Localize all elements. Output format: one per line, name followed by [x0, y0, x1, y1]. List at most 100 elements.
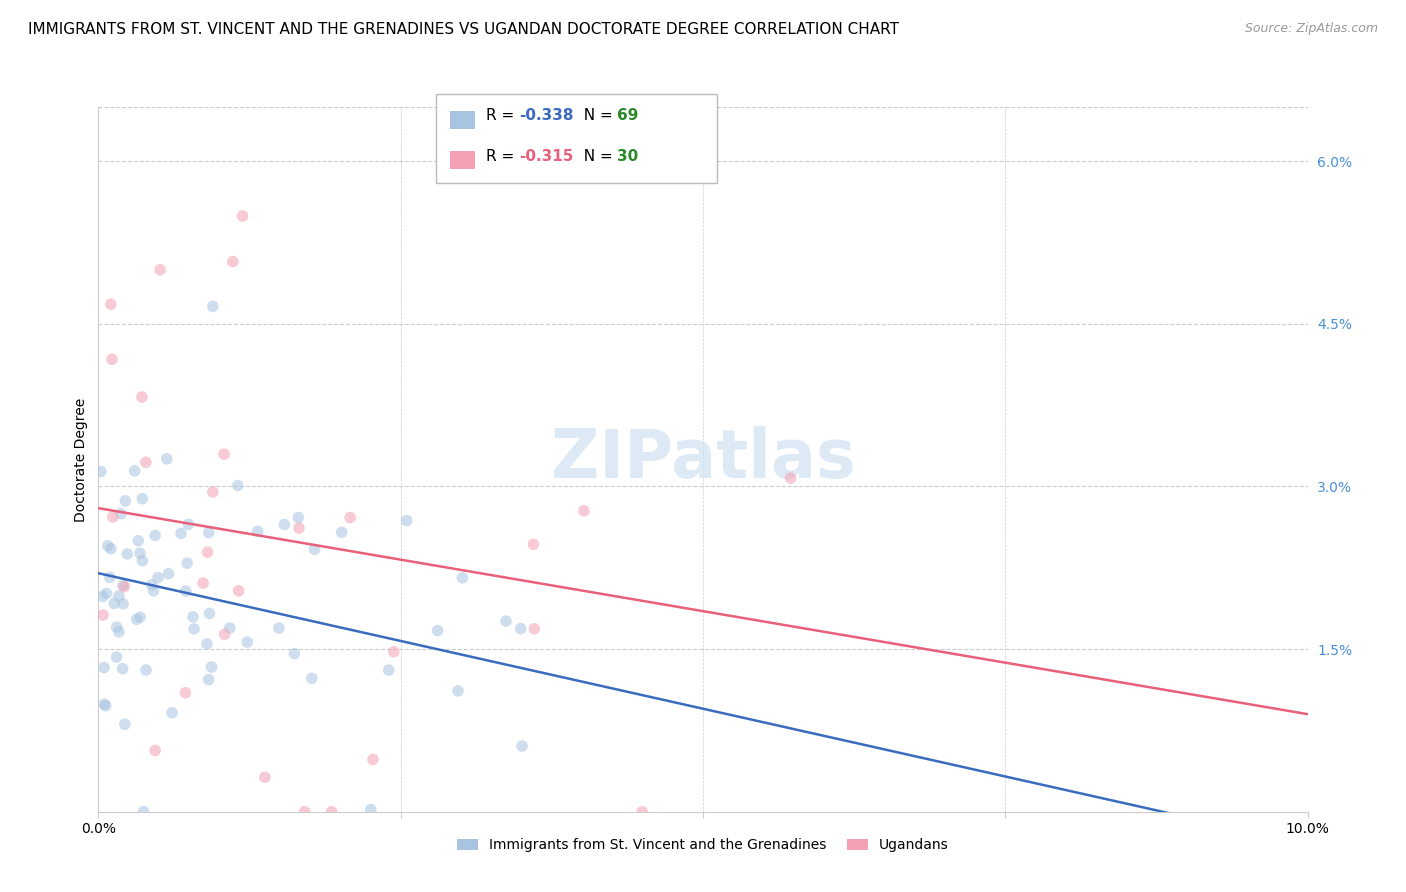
Point: [176, 556, 198, 570]
Text: R =: R =: [486, 149, 520, 163]
Point: [146, 571, 169, 585]
Text: -0.315: -0.315: [519, 149, 574, 163]
Point: [156, 451, 179, 466]
Text: 30: 30: [617, 149, 638, 163]
Point: [157, 566, 180, 581]
Point: [360, 803, 382, 817]
Point: [135, 663, 157, 677]
Point: [214, 627, 236, 641]
Point: [100, 541, 122, 556]
Point: [198, 525, 221, 540]
Point: [131, 390, 153, 404]
Point: [212, 447, 235, 461]
Point: [170, 526, 193, 541]
Point: [114, 717, 136, 731]
Point: [149, 262, 172, 277]
Point: [195, 637, 218, 651]
Point: [143, 743, 166, 757]
Point: [232, 209, 254, 223]
Point: [267, 621, 290, 635]
Point: [101, 510, 124, 524]
Point: [114, 494, 136, 508]
Point: [181, 610, 204, 624]
Point: [253, 770, 276, 784]
Point: [301, 671, 323, 685]
Point: [94, 698, 117, 713]
Point: [283, 647, 305, 661]
Point: [101, 352, 124, 367]
Point: [377, 663, 399, 677]
Text: ZIPatlas: ZIPatlas: [551, 426, 855, 492]
Point: [426, 624, 449, 638]
Point: [294, 805, 316, 819]
Point: [198, 607, 221, 621]
Point: [93, 660, 115, 674]
Point: [90, 465, 112, 479]
Point: [142, 583, 165, 598]
Point: [288, 521, 311, 535]
Point: [228, 583, 250, 598]
Point: [395, 514, 418, 528]
Point: [361, 752, 384, 766]
Point: [495, 614, 517, 628]
Point: [96, 586, 118, 600]
Point: [222, 254, 245, 268]
Point: [103, 597, 125, 611]
Point: [236, 635, 259, 649]
Point: [141, 578, 163, 592]
Point: [111, 662, 134, 676]
Text: Source: ZipAtlas.com: Source: ZipAtlas.com: [1244, 22, 1378, 36]
Point: [98, 570, 121, 584]
Point: [200, 660, 222, 674]
Point: [112, 597, 135, 611]
Point: [218, 621, 240, 635]
Point: [197, 673, 219, 687]
Point: [183, 622, 205, 636]
Legend: Immigrants from St. Vincent and the Grenadines, Ugandans: Immigrants from St. Vincent and the Gren…: [451, 832, 955, 857]
Point: [100, 297, 122, 311]
Point: [339, 510, 361, 524]
Point: [321, 805, 343, 819]
Point: [197, 545, 219, 559]
Point: [201, 485, 224, 500]
Point: [111, 578, 134, 592]
Point: [330, 525, 353, 540]
Point: [522, 537, 544, 551]
Point: [174, 686, 197, 700]
Point: [572, 504, 595, 518]
Point: [108, 624, 131, 639]
Point: [91, 590, 114, 604]
Point: [509, 622, 531, 636]
Point: [201, 299, 224, 313]
Point: [112, 580, 135, 594]
Point: [97, 539, 120, 553]
Text: N =: N =: [574, 109, 617, 123]
Point: [131, 554, 153, 568]
Point: [523, 622, 546, 636]
Point: [510, 739, 533, 753]
Point: [93, 697, 115, 711]
Point: [246, 524, 269, 539]
Text: IMMIGRANTS FROM ST. VINCENT AND THE GRENADINES VS UGANDAN DOCTORATE DEGREE CORRE: IMMIGRANTS FROM ST. VINCENT AND THE GREN…: [28, 22, 898, 37]
Text: R =: R =: [486, 109, 520, 123]
Point: [127, 533, 149, 548]
Point: [129, 610, 152, 624]
Point: [174, 584, 197, 599]
Point: [304, 542, 326, 557]
Point: [382, 645, 405, 659]
Point: [143, 528, 166, 542]
Point: [105, 650, 128, 665]
Text: -0.338: -0.338: [519, 109, 574, 123]
Point: [447, 683, 470, 698]
Point: [631, 805, 654, 819]
Point: [117, 547, 139, 561]
Point: [226, 478, 249, 492]
Point: [110, 507, 132, 521]
Point: [135, 455, 157, 469]
Point: [105, 620, 128, 634]
Point: [779, 471, 801, 485]
Point: [132, 805, 155, 819]
Point: [451, 571, 474, 585]
Point: [160, 706, 183, 720]
Point: [177, 517, 200, 532]
